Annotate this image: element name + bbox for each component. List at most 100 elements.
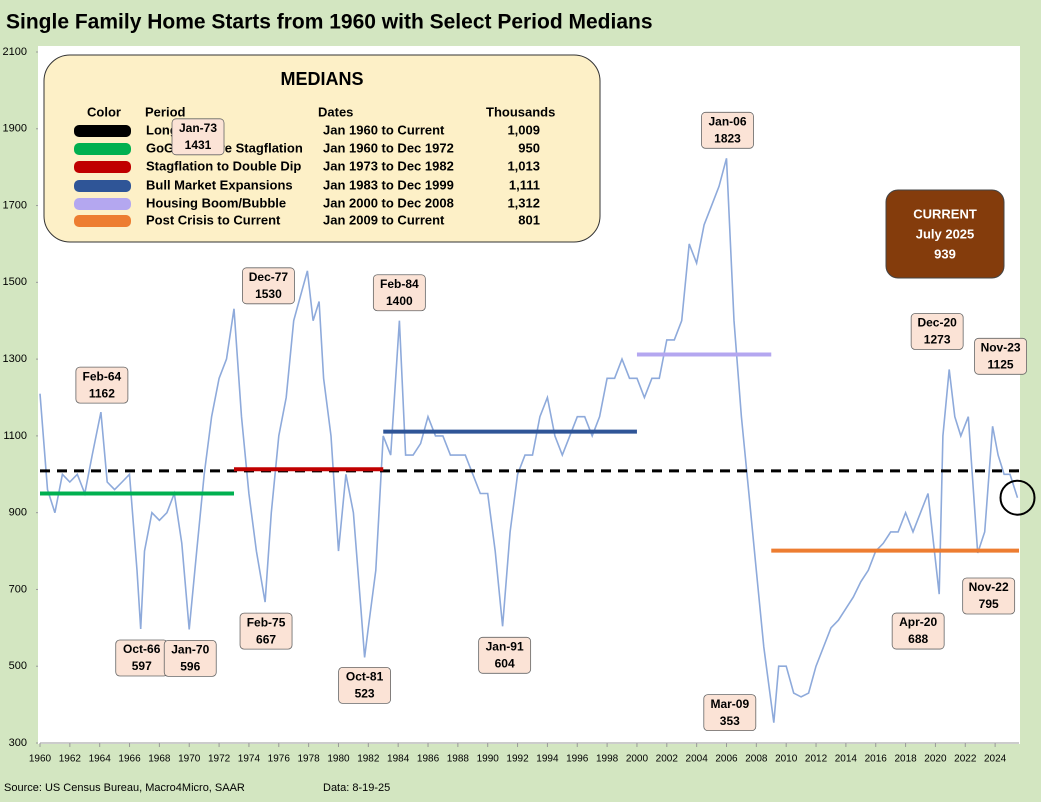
y-tick-label: 2100	[3, 46, 27, 58]
legend-value: 1,312	[507, 195, 540, 210]
medians-header: Thousands	[486, 104, 555, 119]
y-tick-label: 1700	[3, 199, 27, 211]
x-tick-label: 2008	[745, 754, 768, 765]
legend-period: Housing Boom/Bubble	[146, 195, 286, 210]
x-tick-label: 2024	[984, 754, 1007, 765]
x-tick-label: 2002	[656, 754, 679, 765]
annotation-label: Jan-06	[708, 115, 746, 129]
legend-value: 1,013	[507, 158, 540, 173]
annotation-label: Mar-09	[710, 697, 749, 711]
x-tick-label: 1974	[238, 754, 261, 765]
annotation-box	[239, 612, 293, 650]
annotation-label: Feb-75	[247, 615, 286, 629]
legend-period: Post Crisis to Current	[146, 212, 281, 227]
x-tick-label: 1984	[387, 754, 410, 765]
x-tick-label: 1996	[566, 754, 589, 765]
y-tick-label: 1300	[3, 353, 27, 365]
annotation-value: 1125	[988, 357, 1014, 371]
y-tick-label: 300	[9, 737, 27, 749]
annotation-box	[703, 694, 757, 732]
x-tick-label: 2012	[805, 754, 828, 765]
annotation-value: 1162	[89, 386, 115, 400]
chart-title: Single Family Home Starts from 1960 with…	[6, 11, 653, 34]
x-tick-label: 1966	[118, 754, 141, 765]
annotation-box	[974, 337, 1027, 375]
legend-period: Bull Market Expansions	[146, 177, 293, 192]
data-line	[39, 158, 1019, 723]
legend-swatch	[74, 180, 131, 192]
x-tick-label: 1960	[29, 754, 52, 765]
medians-header: Dates	[318, 104, 353, 119]
legend-swatch	[74, 125, 131, 137]
source: Source: US Census Bureau, Macro4Micro, S…	[4, 782, 245, 794]
x-tick-label: 1992	[506, 754, 529, 765]
x-tick-label: 2004	[686, 754, 709, 765]
x-tick-label: 2010	[775, 754, 798, 765]
annotation-value: 597	[132, 659, 152, 673]
annotation-value: 596	[180, 660, 200, 674]
legend-swatch	[74, 198, 131, 210]
y-tick-label: 700	[9, 583, 27, 595]
current-circle	[999, 479, 1036, 516]
x-tick-label: 1998	[596, 754, 619, 765]
annotation-box	[242, 267, 295, 305]
annotation-value: 604	[495, 656, 515, 670]
annotation-box	[962, 577, 1016, 615]
x-tick-label: 2016	[865, 754, 888, 765]
x-tick-label: 1968	[148, 754, 171, 765]
legend-swatch	[74, 143, 131, 155]
y-tick-label: 1900	[3, 123, 27, 135]
x-tick-label: 1990	[477, 754, 500, 765]
annotation-box	[910, 313, 964, 350]
annotation-box	[372, 274, 426, 312]
annotation-label: Oct-66	[123, 642, 161, 656]
x-tick-label: 1972	[208, 754, 231, 765]
y-tick-label: 1500	[3, 276, 27, 288]
x-tick-label: 1994	[536, 754, 559, 765]
legend-value: 1,111	[509, 177, 540, 192]
annotation-box	[75, 366, 129, 404]
annotation-label: Oct-81	[346, 670, 384, 684]
x-tick-label: 2018	[894, 754, 917, 765]
annotation-box	[338, 666, 391, 704]
x-tick-label: 2006	[715, 754, 738, 765]
annotation-label: Feb-64	[83, 369, 122, 383]
legend-period: Stagflation to Double Dip	[146, 158, 301, 173]
legend-value: 950	[518, 140, 540, 155]
x-tick-label: 2014	[835, 754, 858, 765]
medians-header: Period	[145, 104, 186, 119]
annotation-value: 353	[720, 714, 740, 728]
annotation-box	[478, 636, 532, 674]
data-note: Data: 8-19-25	[323, 782, 390, 794]
x-tick-label: 2022	[954, 754, 977, 765]
x-tick-label: 1982	[357, 754, 380, 765]
legend-dates: Jan 2009 to Current	[323, 212, 445, 227]
annotation-label: Jan-73	[179, 121, 217, 135]
legend-dates: Jan 1960 to Current	[323, 122, 445, 137]
annotation-label: Dec-20	[917, 316, 957, 330]
annotation-box	[171, 118, 225, 156]
x-tick-label: 1970	[178, 754, 201, 765]
x-tick-label: 1988	[447, 754, 470, 765]
current-date: July 2025	[916, 226, 975, 241]
x-tick-label: 1986	[417, 754, 440, 765]
legend-value: 801	[518, 212, 540, 227]
current-box	[885, 189, 1005, 279]
x-tick-label: 1978	[298, 754, 321, 765]
x-tick-label: 2000	[626, 754, 649, 765]
x-tick-label: 1964	[89, 754, 112, 765]
legend-value: 1,009	[507, 122, 540, 137]
annotation-value: 667	[256, 632, 276, 646]
annotation-value: 688	[908, 632, 928, 646]
legend-dates: Jan 1973 to Dec 1982	[323, 158, 454, 173]
annotation-label: Apr-20	[899, 615, 937, 629]
annotation-box	[701, 111, 754, 149]
annotation-label: Jan-70	[171, 643, 209, 657]
x-tick-label: 2020	[924, 754, 947, 765]
annotation-label: Nov-22	[969, 580, 1009, 594]
annotation-label: Feb-84	[380, 277, 419, 291]
x-tick-label: 1962	[59, 754, 82, 765]
y-tick-label: 500	[9, 660, 27, 672]
annotation-value: 1823	[714, 132, 741, 146]
legend-swatch	[74, 215, 131, 227]
